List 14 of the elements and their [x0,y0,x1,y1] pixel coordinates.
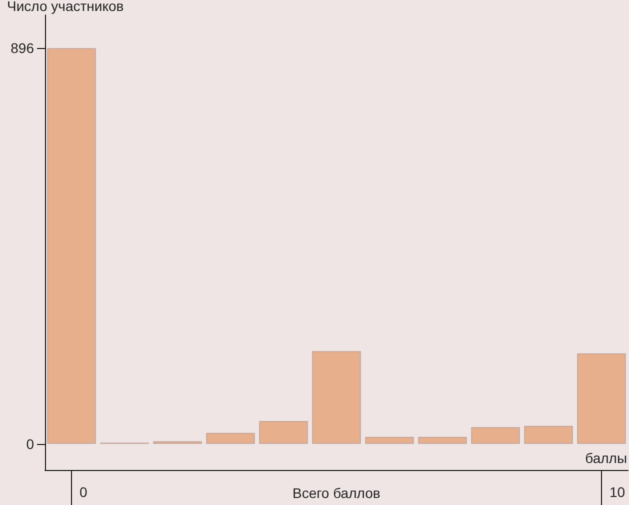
x-axis-title: Всего баллов [292,485,380,501]
bar [524,426,573,444]
bar [312,351,361,444]
annotation: баллы [585,450,628,466]
bar [418,436,467,444]
y-tick-label: 896 [10,40,34,56]
bar [206,432,255,444]
bar [471,427,520,444]
y-axis-title: Число участников [7,0,124,14]
bar [259,420,308,444]
x-tick-label: 10 [610,484,626,500]
bar [577,353,626,444]
bar [47,48,96,444]
bar [365,436,414,444]
